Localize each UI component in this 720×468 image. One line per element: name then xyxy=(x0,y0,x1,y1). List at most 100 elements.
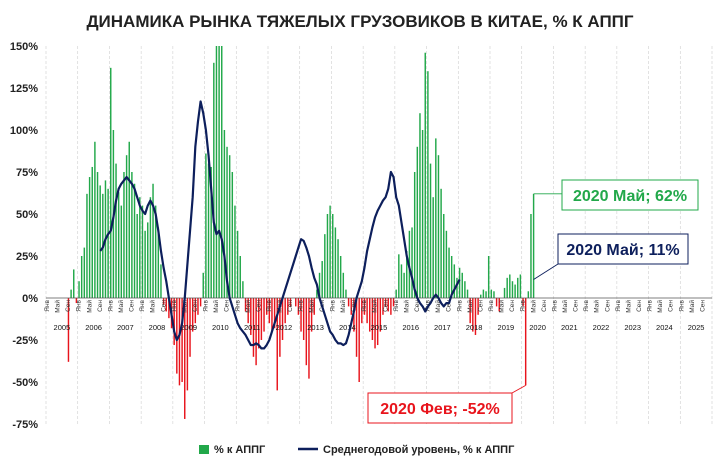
bar xyxy=(427,71,429,298)
bar xyxy=(115,163,117,298)
bar xyxy=(250,298,252,335)
bar xyxy=(419,113,421,298)
annotations: 2020 Май; 62% 2020 Май; 11% 2020 Фев; -52% xyxy=(367,179,699,424)
bar xyxy=(358,298,360,382)
month-label: Янв xyxy=(361,299,368,311)
month-label: Сен xyxy=(382,300,389,312)
bar xyxy=(75,298,78,304)
bar xyxy=(139,197,141,298)
bar xyxy=(202,272,204,298)
month-label: Янв xyxy=(615,299,622,311)
bar xyxy=(493,291,495,298)
month-label: Янв xyxy=(76,299,83,311)
annotation-box xyxy=(557,233,689,265)
year-label: 2007 xyxy=(117,323,134,332)
bar xyxy=(413,172,416,298)
bar xyxy=(215,46,218,298)
bar xyxy=(260,298,263,340)
annotation-box xyxy=(367,392,513,424)
bar xyxy=(522,298,524,307)
bar xyxy=(110,67,112,298)
bar xyxy=(191,298,194,332)
vertical-gridlines xyxy=(45,46,713,424)
bar xyxy=(392,298,395,307)
y-tick-label: 0% xyxy=(22,293,38,305)
bar xyxy=(223,130,226,298)
bar xyxy=(345,289,347,298)
bar xyxy=(458,267,461,298)
bar xyxy=(371,298,374,340)
bar xyxy=(379,298,382,332)
bar xyxy=(450,256,453,298)
month-label: Янв xyxy=(678,299,685,311)
bar xyxy=(189,298,191,357)
month-label: Янв xyxy=(456,299,463,311)
month-label: Май xyxy=(625,300,633,313)
bar xyxy=(366,298,368,324)
month-label: Сен xyxy=(700,300,707,312)
annotation-leader xyxy=(533,263,559,280)
bar xyxy=(416,146,419,298)
annotation-box xyxy=(561,179,699,211)
bar xyxy=(234,205,236,298)
bar xyxy=(160,264,162,298)
year-label: 2005 xyxy=(54,323,71,332)
bar xyxy=(527,291,530,298)
bar xyxy=(258,298,260,349)
y-tick-label: -75% xyxy=(12,419,38,431)
bar xyxy=(284,298,286,324)
bar xyxy=(329,205,331,298)
bar xyxy=(83,247,86,298)
year-label: 2016 xyxy=(402,323,419,332)
bar xyxy=(506,277,508,298)
month-label: Сен xyxy=(478,300,485,312)
bar xyxy=(273,298,276,329)
bar xyxy=(194,298,197,324)
bar xyxy=(152,183,154,298)
bar xyxy=(403,272,405,298)
bar xyxy=(123,172,125,298)
bar xyxy=(96,172,99,298)
bar xyxy=(117,192,120,298)
bar xyxy=(73,269,75,298)
bar xyxy=(339,256,342,298)
bar xyxy=(466,289,469,298)
month-label: Сен xyxy=(509,300,516,312)
bar xyxy=(247,298,249,324)
bar xyxy=(265,298,268,315)
bar xyxy=(297,298,300,315)
bar xyxy=(125,155,128,298)
bar xyxy=(162,298,165,305)
bar xyxy=(464,281,466,298)
bar xyxy=(213,62,215,298)
month-label: Сен xyxy=(224,300,231,312)
month-label: Янв xyxy=(139,299,146,311)
month-label: Янв xyxy=(330,299,337,311)
year-label: 2025 xyxy=(688,323,705,332)
bar xyxy=(429,163,432,298)
month-label: Сен xyxy=(287,300,294,312)
bar xyxy=(342,272,345,298)
bar xyxy=(147,222,149,298)
bar xyxy=(289,298,292,307)
y-axis: 150% 125% 100% 75% 50% 25% 0% -25% -50% -75% xyxy=(10,41,38,431)
bar xyxy=(221,46,223,298)
bar xyxy=(157,227,160,298)
bar xyxy=(281,298,284,340)
bar xyxy=(141,205,144,298)
bar xyxy=(199,298,202,307)
bar xyxy=(210,166,212,298)
month-label: Янв xyxy=(171,299,178,311)
bar xyxy=(398,254,400,298)
annotation-label: 2020 Фев; -52% xyxy=(380,401,500,418)
month-label: Янв xyxy=(647,299,654,311)
month-label: Янв xyxy=(234,299,241,311)
bar xyxy=(86,193,88,298)
month-label: Май xyxy=(434,300,442,313)
bar xyxy=(236,230,239,298)
bar xyxy=(456,277,458,298)
bar xyxy=(509,274,511,298)
bar xyxy=(503,287,506,298)
bar xyxy=(432,197,434,298)
